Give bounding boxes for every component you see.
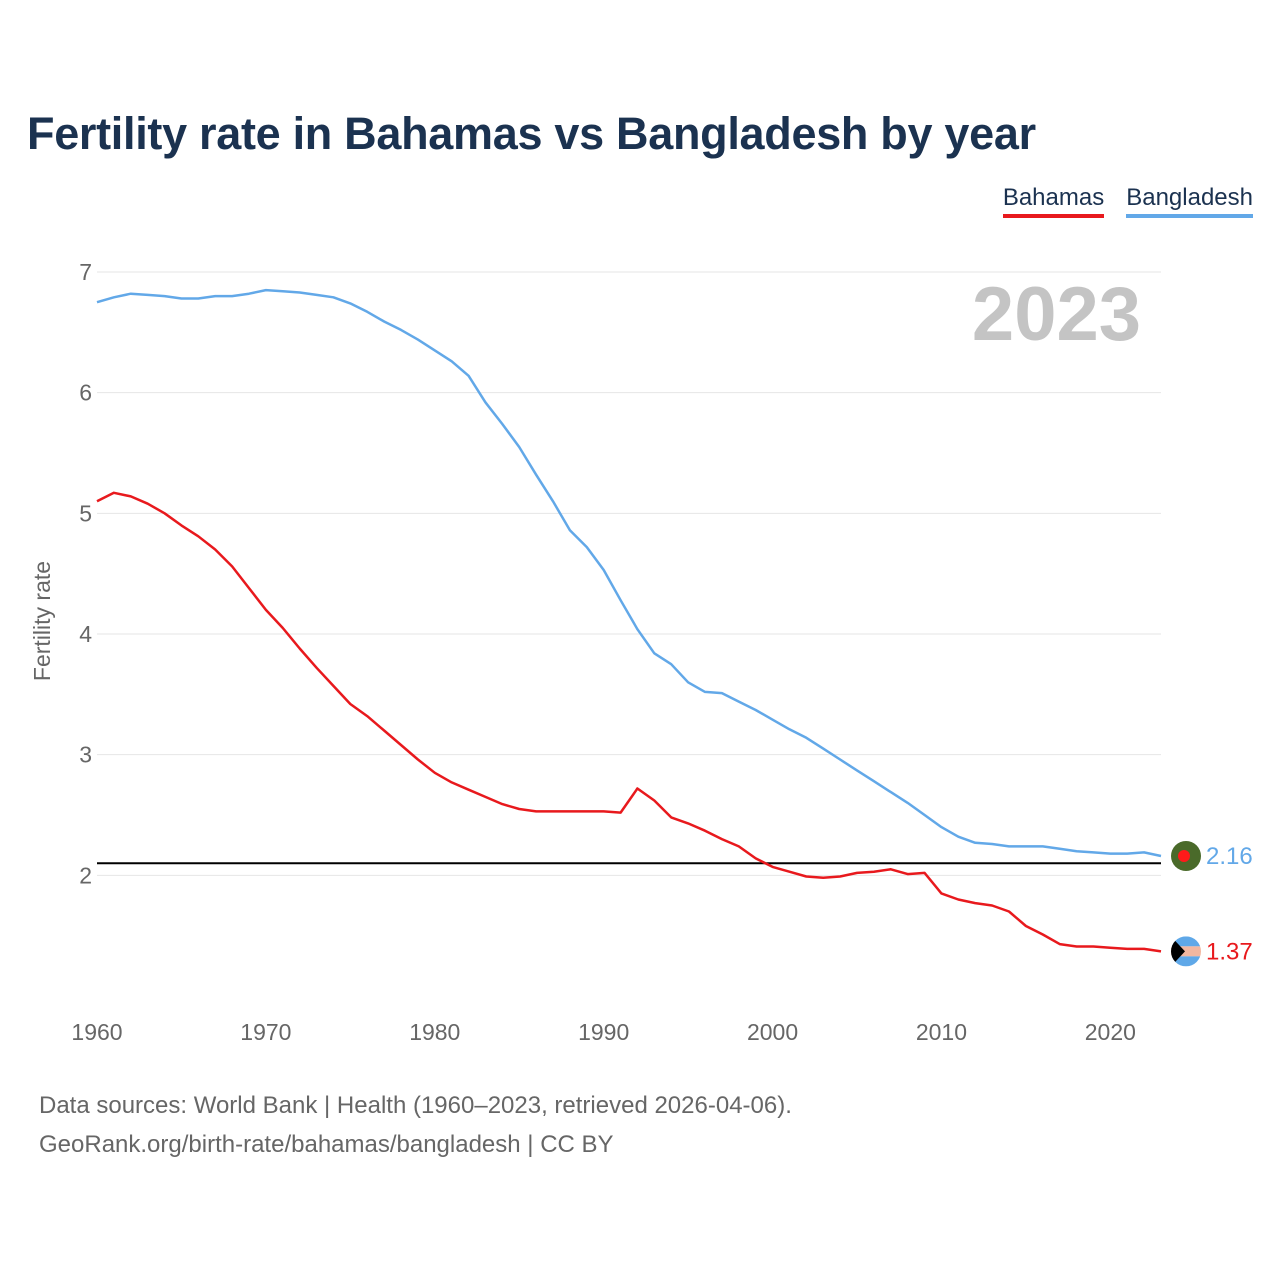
y-tick-label: 2 bbox=[79, 862, 92, 888]
x-tick-label: 2020 bbox=[1085, 1019, 1136, 1045]
x-tick-label: 1980 bbox=[409, 1019, 460, 1045]
y-axis-label: Fertility rate bbox=[29, 561, 55, 681]
legend: Bahamas Bangladesh bbox=[1002, 184, 1253, 218]
source-note: Data sources: World Bank | Health (1960–… bbox=[39, 1086, 792, 1164]
y-tick-label: 6 bbox=[79, 380, 92, 406]
chart-title: Fertility rate in Bahamas vs Bangladesh … bbox=[27, 108, 1036, 159]
y-tick-label: 3 bbox=[79, 742, 92, 768]
year-label: 2023 bbox=[972, 272, 1141, 357]
y-tick-label: 4 bbox=[79, 621, 92, 647]
bahamas-flag-icon bbox=[1171, 936, 1201, 967]
bangladesh-end-value: 2.16 bbox=[1206, 843, 1253, 870]
x-tick-label: 1970 bbox=[240, 1019, 291, 1045]
bangladesh-flag-icon bbox=[1171, 841, 1201, 872]
x-tick-label: 2010 bbox=[916, 1019, 967, 1045]
series-line-bahamas bbox=[96, 491, 1162, 953]
x-tick-label: 1960 bbox=[71, 1019, 122, 1045]
legend-item-bahamas[interactable]: Bahamas bbox=[1002, 184, 1105, 218]
legend-item-bangladesh[interactable]: Bangladesh bbox=[1126, 184, 1253, 218]
line-chart: 2 3 4 5 6 7 1960 1970 1980 1990 2000 2010 2020 Fert… bbox=[29, 259, 1253, 1045]
y-tick-label: 5 bbox=[79, 500, 92, 526]
series-line-bangladesh bbox=[96, 288, 1162, 858]
x-tick-label: 2000 bbox=[747, 1019, 798, 1045]
source-line-2: GeoRank.org/birth-rate/bahamas/banglades… bbox=[39, 1131, 614, 1158]
source-line-1: Data sources: World Bank | Health (1960–… bbox=[39, 1092, 792, 1119]
bahamas-end-value: 1.37 bbox=[1206, 938, 1253, 965]
y-tick-label: 7 bbox=[79, 259, 92, 285]
x-tick-label: 1990 bbox=[578, 1019, 629, 1045]
